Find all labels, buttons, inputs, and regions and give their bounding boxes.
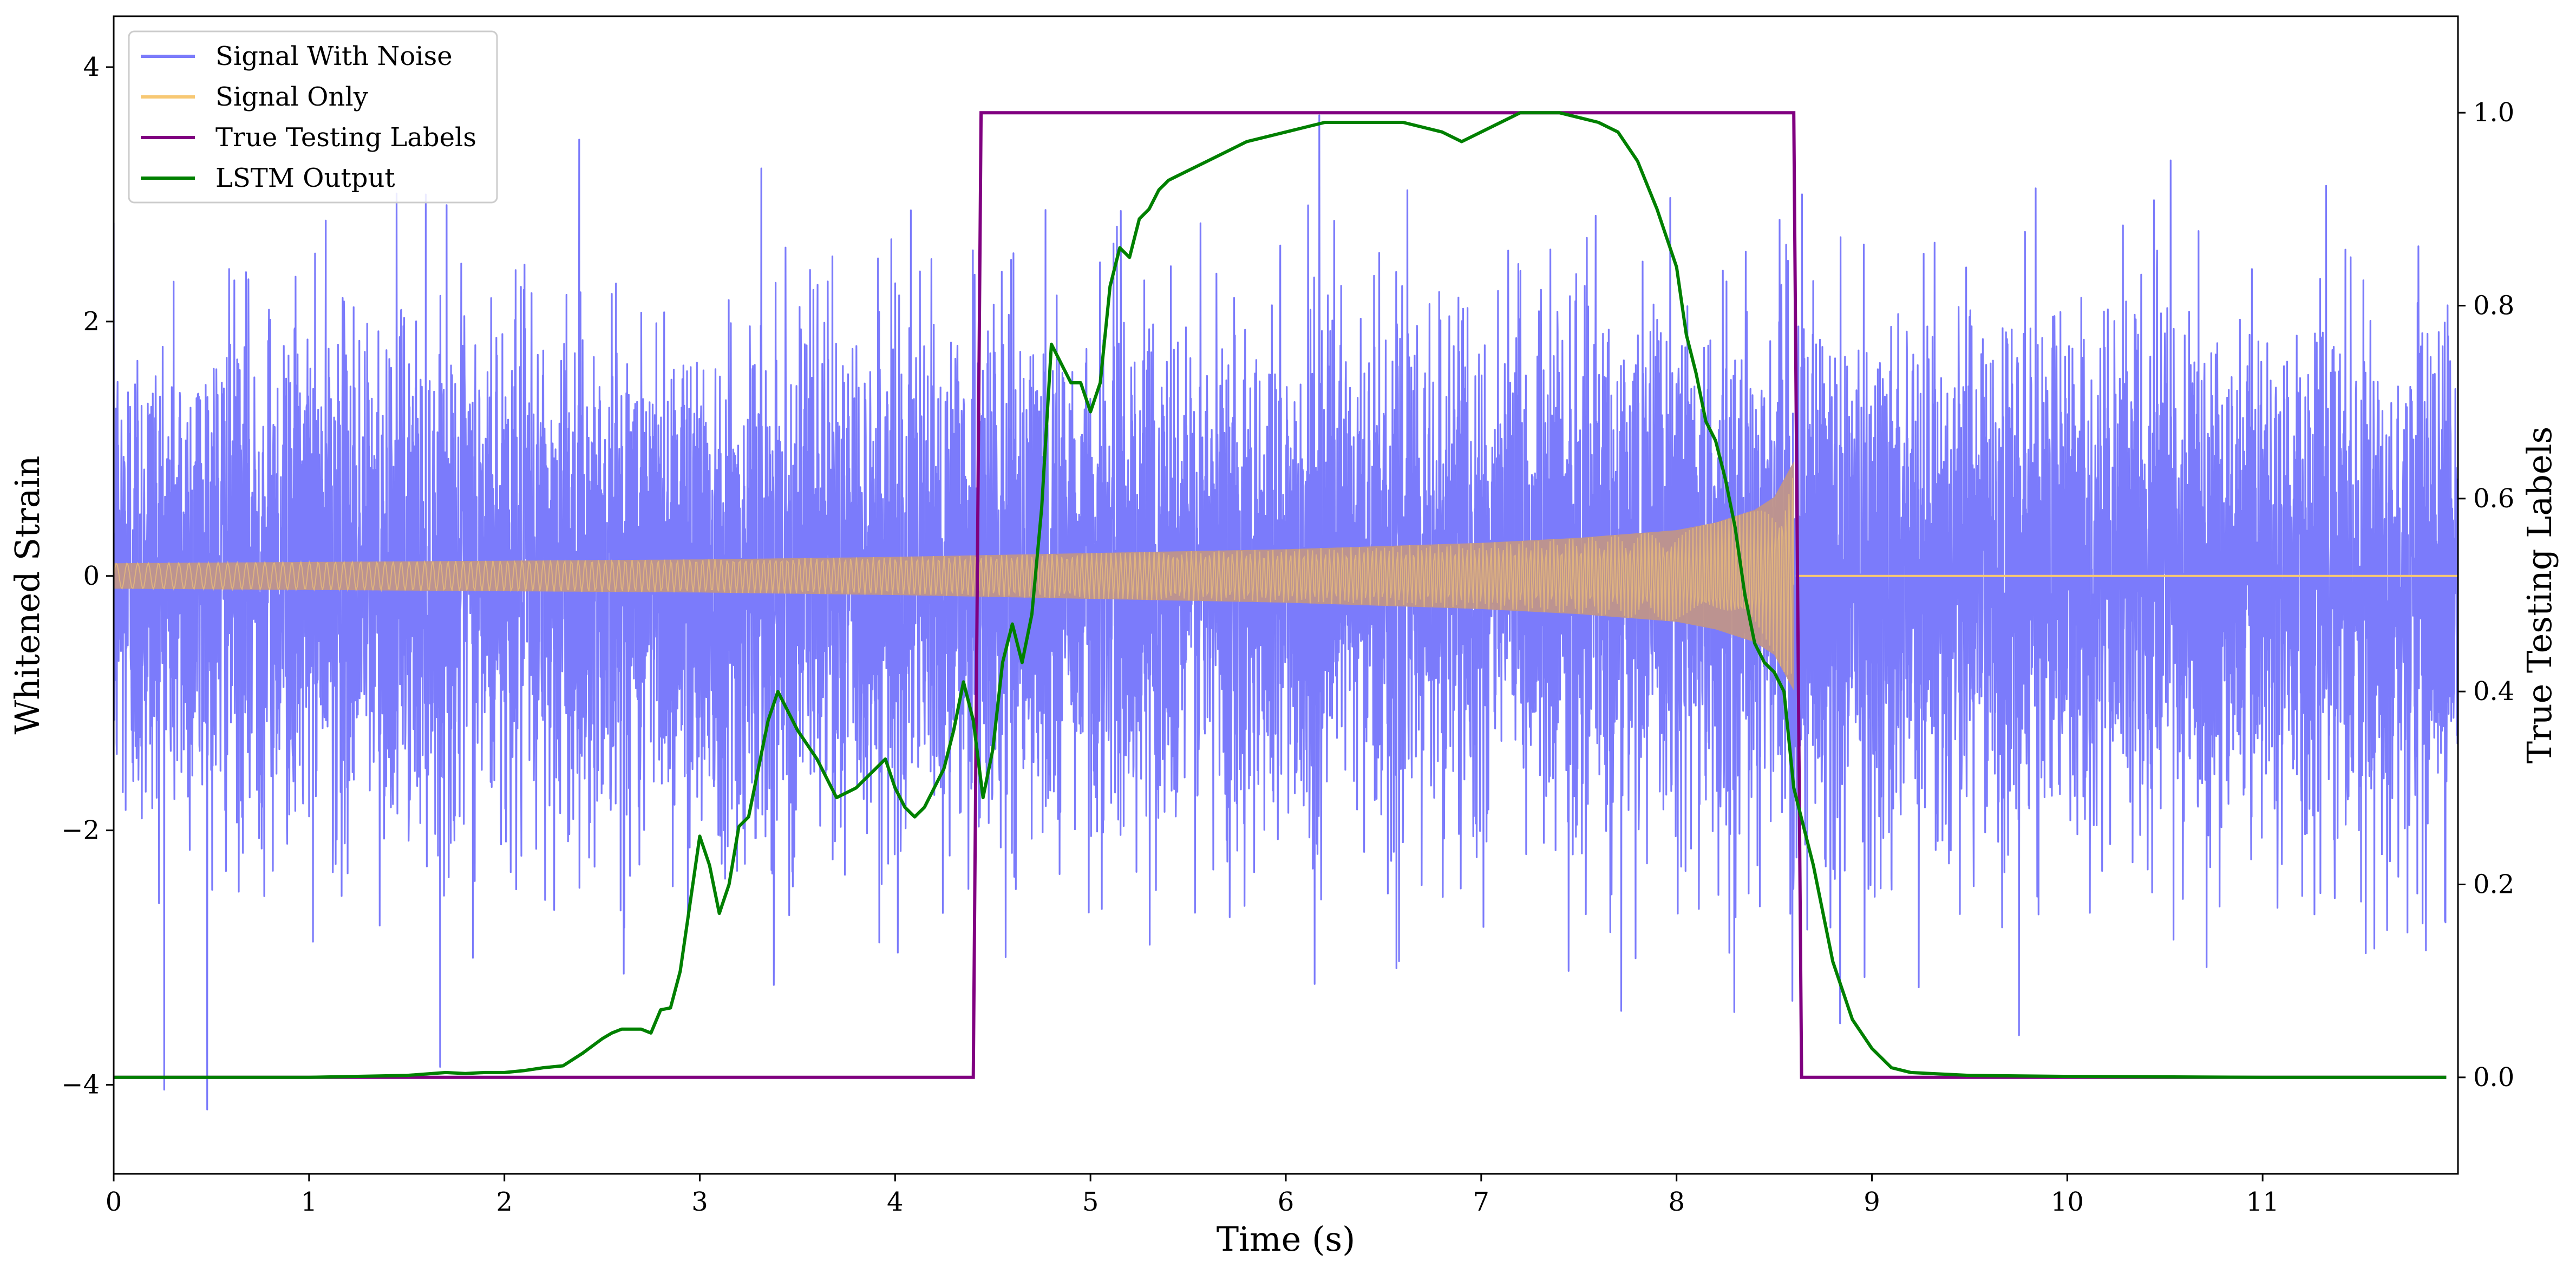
y-tick-label: −2 xyxy=(61,815,100,846)
plot-area xyxy=(114,111,2458,1110)
y-right-tick-label: 0.0 xyxy=(2473,1062,2514,1093)
x-tick-label: 2 xyxy=(496,1187,513,1217)
legend-label: Signal Only xyxy=(215,82,368,112)
x-tick-label: 0 xyxy=(106,1187,122,1217)
legend-label: Signal With Noise xyxy=(215,41,453,71)
legend-label: LSTM Output xyxy=(215,163,395,193)
y-tick-label: 2 xyxy=(83,306,100,337)
legend-box xyxy=(128,30,498,204)
x-tick-label: 11 xyxy=(2246,1187,2279,1217)
y-right-axis-title: True Testing Labels xyxy=(2520,427,2559,764)
x-tick-label: 4 xyxy=(887,1187,904,1217)
x-tick-label: 6 xyxy=(1278,1187,1294,1217)
legend: Signal With Noise Signal Only True Testing… xyxy=(128,30,498,204)
y-right-tick-label: 0.4 xyxy=(2473,676,2514,707)
y-tick-label: 4 xyxy=(83,52,100,82)
x-tick-label: 3 xyxy=(691,1187,708,1217)
x-tick-label: 9 xyxy=(1864,1187,1880,1217)
series-signal-only-oscillation xyxy=(114,478,1795,675)
y-right-tick-label: 0.8 xyxy=(2473,291,2514,321)
y-axis-title: Whitened Strain xyxy=(8,456,47,735)
x-tick-label: 5 xyxy=(1082,1187,1099,1217)
x-tick-label: 10 xyxy=(2051,1187,2084,1217)
legend-label: True Testing Labels xyxy=(215,122,476,153)
y-right-tick-label: 0.6 xyxy=(2473,484,2514,514)
tick-layer: 0 1 2 3 4 5 6 7 8 9 10 11 −4 −2 0 2 4 0.0 0.2 0.4 0.6 0.8 1.0 xyxy=(61,52,2514,1217)
y-tick-label: −4 xyxy=(61,1070,100,1100)
x-tick-label: 8 xyxy=(1668,1187,1685,1217)
series-lstm-output xyxy=(114,111,2447,1079)
series-true-testing-labels xyxy=(114,111,2447,1079)
x-axis-title: Time (s) xyxy=(1217,1219,1356,1259)
y-right-tick-label: 0.2 xyxy=(2473,870,2514,900)
x-tick-label: 1 xyxy=(301,1187,318,1217)
x-tick-label: 7 xyxy=(1473,1187,1490,1217)
y-right-tick-label: 1.0 xyxy=(2473,97,2514,128)
y-tick-label: 0 xyxy=(83,561,100,591)
